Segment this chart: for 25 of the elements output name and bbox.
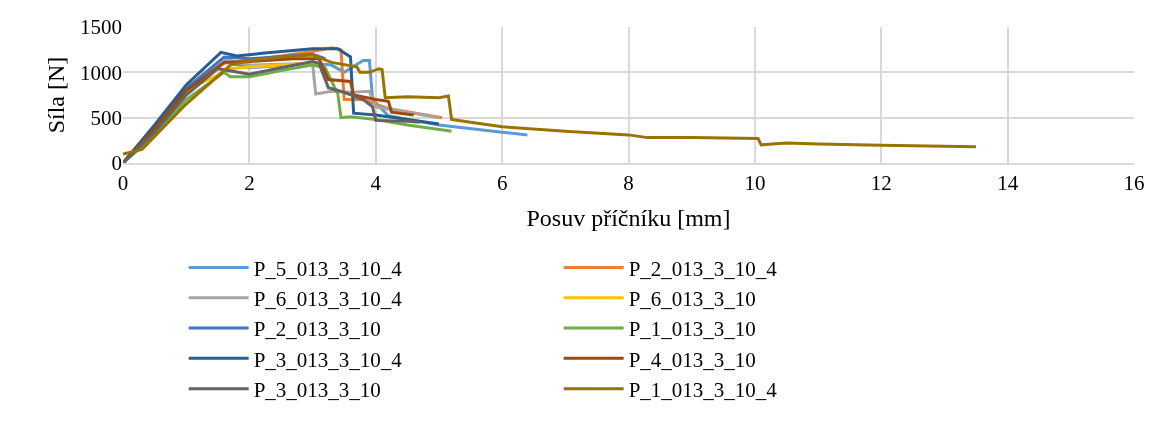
y-axis-title: Síla [N] xyxy=(43,56,70,134)
y-tick-label: 500 xyxy=(90,106,122,131)
x-tick-label: 14 xyxy=(997,171,1019,196)
x-tick-label: 10 xyxy=(744,171,766,196)
legend-label: P_5_013_3_10_4 xyxy=(253,256,403,281)
y-tick-label: 0 xyxy=(111,151,122,176)
legend-label: P_6_013_3_10_4 xyxy=(253,286,403,311)
x-tick-label: 4 xyxy=(370,171,382,196)
x-axis-title: Posuv příčníku [mm] xyxy=(526,205,731,231)
x-tick-label: 8 xyxy=(623,171,634,196)
legend-label: P_2_013_3_10_4 xyxy=(628,256,778,281)
x-tick-label: 12 xyxy=(870,171,892,196)
x-tick-label: 2 xyxy=(244,171,255,196)
legend-label: P_3_013_3_10 xyxy=(253,377,381,402)
legend-label: P_3_013_3_10_4 xyxy=(253,347,403,372)
legend-label: P_2_013_3_10 xyxy=(253,317,381,342)
x-tick-label: 16 xyxy=(1123,171,1145,196)
x-tick-label: 6 xyxy=(496,171,508,196)
legend-label: P_1_013_3_10 xyxy=(628,317,756,342)
line-series xyxy=(123,53,978,156)
legend-label: P_6_013_3_10 xyxy=(628,286,756,311)
legend-label: P_1_013_3_10_4 xyxy=(628,377,778,402)
y-tick-label: 1000 xyxy=(80,60,122,85)
legend-label: P_4_013_3_10 xyxy=(628,347,756,372)
y-tick-label: 1500 xyxy=(80,15,122,40)
